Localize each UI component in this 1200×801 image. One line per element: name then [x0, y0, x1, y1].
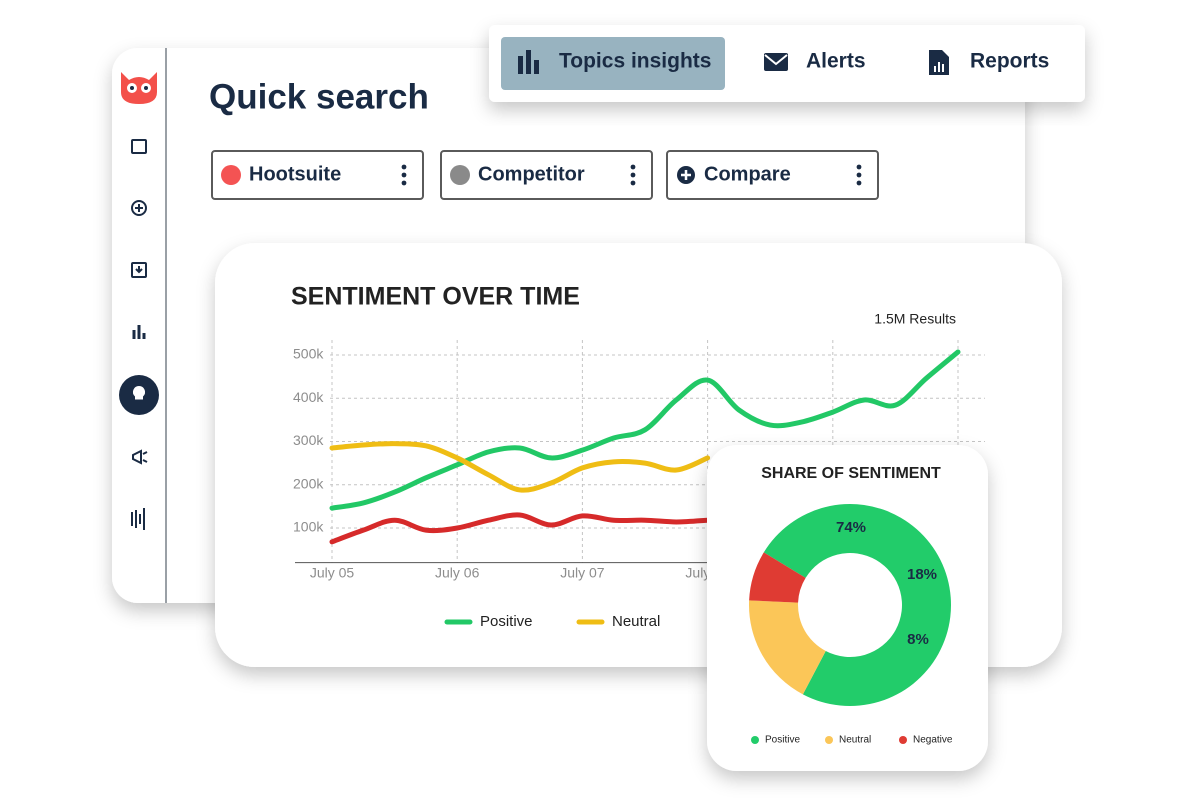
calendar-icon[interactable] [131, 139, 147, 154]
y-tick-label: 200k [293, 475, 324, 491]
legend-dot [899, 736, 907, 744]
chip-label[interactable]: Compare [704, 163, 791, 185]
donut-slice [763, 504, 952, 707]
chip-menu-dot[interactable] [401, 164, 407, 170]
page-title: Quick search [209, 77, 429, 116]
x-tick-label: July 07 [560, 565, 605, 581]
legend-label: Neutral [612, 613, 660, 630]
slice-label: 74% [836, 519, 866, 536]
search-chips: Hootsuite Competitor Compare [211, 150, 879, 200]
chart-subtitle: 1.5M Results [874, 311, 956, 327]
chip-menu-dot[interactable] [630, 180, 636, 186]
legend-label: Positive [480, 613, 533, 630]
series-line [329, 512, 711, 545]
logo [121, 72, 157, 104]
compose-icon[interactable] [131, 200, 147, 216]
nav-item[interactable]: Reports [970, 50, 1049, 73]
chip-dot [450, 165, 470, 185]
donut-slice [749, 552, 806, 603]
legend-label: Negative [913, 735, 953, 746]
y-tick-label: 100k [293, 519, 324, 535]
chip-menu-dot[interactable] [401, 180, 407, 186]
chip-dot [221, 165, 241, 185]
chip-label[interactable]: Competitor [478, 163, 585, 185]
chip[interactable] [211, 150, 424, 200]
line-chart: SENTIMENT OVER TIME 1.5M Results 100k 200k 3… [291, 283, 985, 630]
chip[interactable] [440, 150, 653, 200]
series-line [329, 441, 711, 493]
chip-menu-dot[interactable] [856, 180, 862, 186]
analytics-icon[interactable] [132, 325, 146, 339]
x-tick-label: July 06 [435, 565, 480, 581]
nav-item[interactable]: Topics insights [559, 50, 711, 73]
donut-slice [749, 600, 826, 695]
chip-menu-dot[interactable] [856, 172, 862, 178]
x-tick-label: July 05 [310, 565, 355, 581]
slice-label: 8% [907, 631, 929, 648]
chip[interactable] [666, 150, 879, 200]
y-tick-label: 500k [293, 346, 324, 362]
y-tick-label: 400k [293, 389, 324, 405]
donut-chart: SHARE OF SENTIMENT 74% Positive 18% Neutral 8… [749, 465, 953, 746]
chip-menu-dot[interactable] [630, 164, 636, 170]
chart-title: SENTIMENT OVER TIME [291, 283, 580, 311]
chip-label[interactable]: Hootsuite [249, 163, 341, 185]
nav-icons [518, 50, 949, 75]
legend-dot [751, 736, 759, 744]
legend-label: Neutral [839, 735, 871, 746]
chart-title: SHARE OF SENTIMENT [761, 465, 941, 482]
slice-label: 18% [907, 566, 937, 583]
sidebar-icons[interactable] [131, 139, 148, 530]
inbox-icon[interactable] [131, 262, 147, 278]
chip-menu-dot[interactable] [630, 172, 636, 178]
chip-add-plus [681, 170, 691, 180]
nav-item[interactable]: Alerts [806, 50, 866, 73]
nav-active-pill[interactable] [501, 37, 725, 90]
donut-card [707, 445, 988, 771]
ads-icon[interactable] [132, 449, 148, 465]
listening-icon[interactable] [131, 508, 145, 530]
y-tick-label: 300k [293, 432, 324, 448]
chip-menu-dot[interactable] [856, 164, 862, 170]
series-line [329, 349, 961, 511]
legend-label: Positive [765, 735, 800, 746]
legend-dot [825, 736, 833, 744]
chip-menu-dot[interactable] [401, 172, 407, 178]
nav-items: Topics insights Alerts Reports [559, 50, 1049, 73]
